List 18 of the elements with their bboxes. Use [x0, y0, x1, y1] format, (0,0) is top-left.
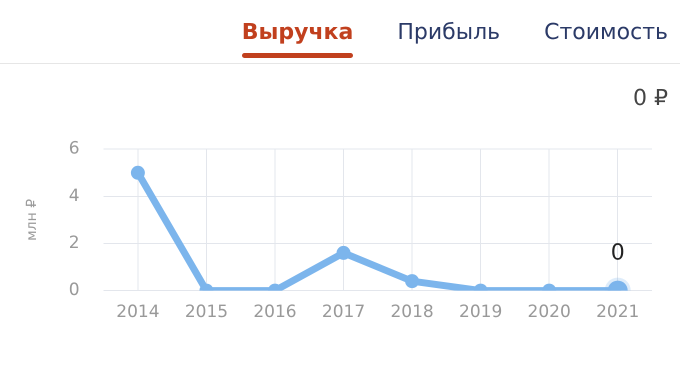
x-tick-label: 2021: [596, 302, 640, 322]
x-tick-label: 2019: [458, 302, 502, 322]
x-tick-label: 2018: [390, 302, 434, 322]
text: Стоимость: [544, 20, 668, 45]
y-tick-label: 2: [68, 232, 80, 253]
text: Прибыль: [397, 20, 500, 45]
y-tick-label: 0: [68, 280, 80, 300]
x-tick-label: 2016: [253, 302, 297, 322]
y-tick-label: 4: [68, 186, 80, 206]
x-tick-label: 2020: [528, 302, 571, 322]
text: 0 ₽: [633, 86, 668, 111]
x-tick-label: 2014: [116, 302, 160, 322]
x-tick-label: 2017: [322, 302, 366, 322]
y-axis-title: млн ₽: [24, 198, 40, 241]
data-label: 0: [610, 240, 625, 266]
text: Выручка: [242, 20, 354, 45]
x-tick-label: 2015: [184, 302, 228, 322]
y-tick-label: 6: [68, 138, 80, 159]
